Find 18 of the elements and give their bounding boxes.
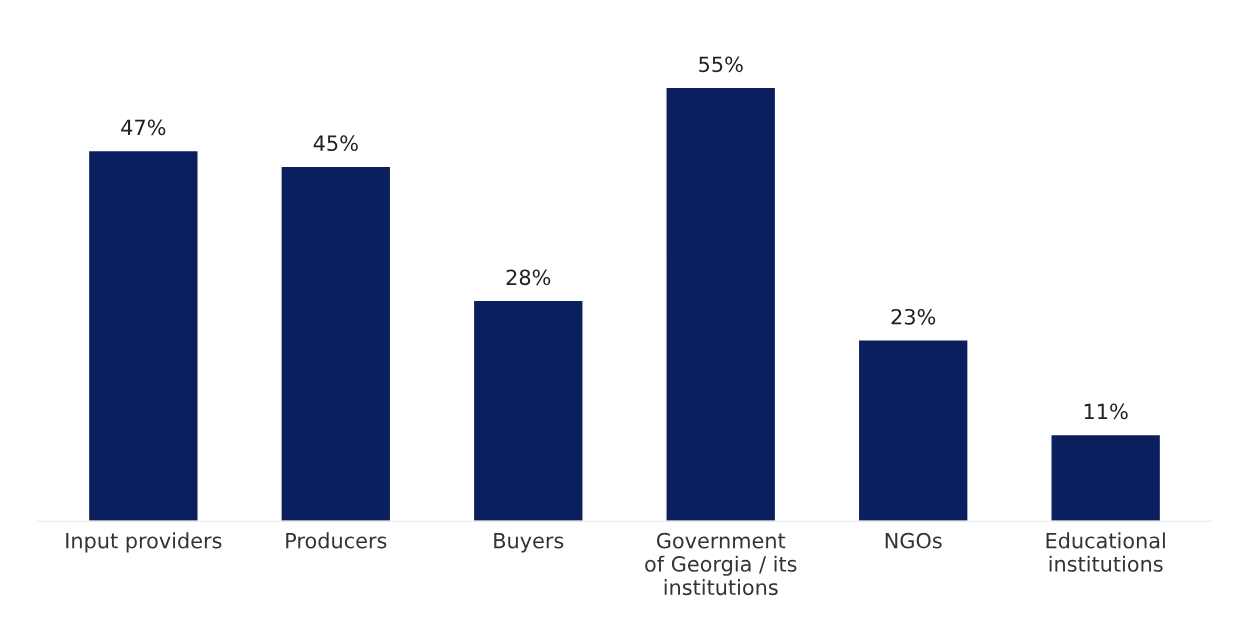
x-tick-label: Producers bbox=[286, 532, 387, 549]
x-tick-label: Government of Georgia / its institutions bbox=[645, 532, 797, 596]
data-label: 23% bbox=[891, 308, 936, 325]
x-tick-label: Educational institutions bbox=[1046, 532, 1165, 572]
bar bbox=[665, 86, 777, 522]
x-tick-label: Input providers bbox=[66, 532, 222, 553]
bar bbox=[472, 299, 584, 522]
bar bbox=[280, 165, 392, 522]
bar bbox=[857, 339, 969, 522]
data-label: 11% bbox=[1084, 403, 1128, 420]
bar bbox=[1050, 433, 1162, 522]
data-label: 45% bbox=[313, 135, 358, 152]
x-tick-label: Buyers bbox=[494, 532, 564, 553]
data-label: 55% bbox=[699, 56, 743, 73]
x-tick-label: NGOs bbox=[885, 532, 942, 549]
bar bbox=[87, 149, 199, 522]
data-label: 47% bbox=[121, 119, 166, 136]
data-label: 28% bbox=[506, 269, 551, 286]
